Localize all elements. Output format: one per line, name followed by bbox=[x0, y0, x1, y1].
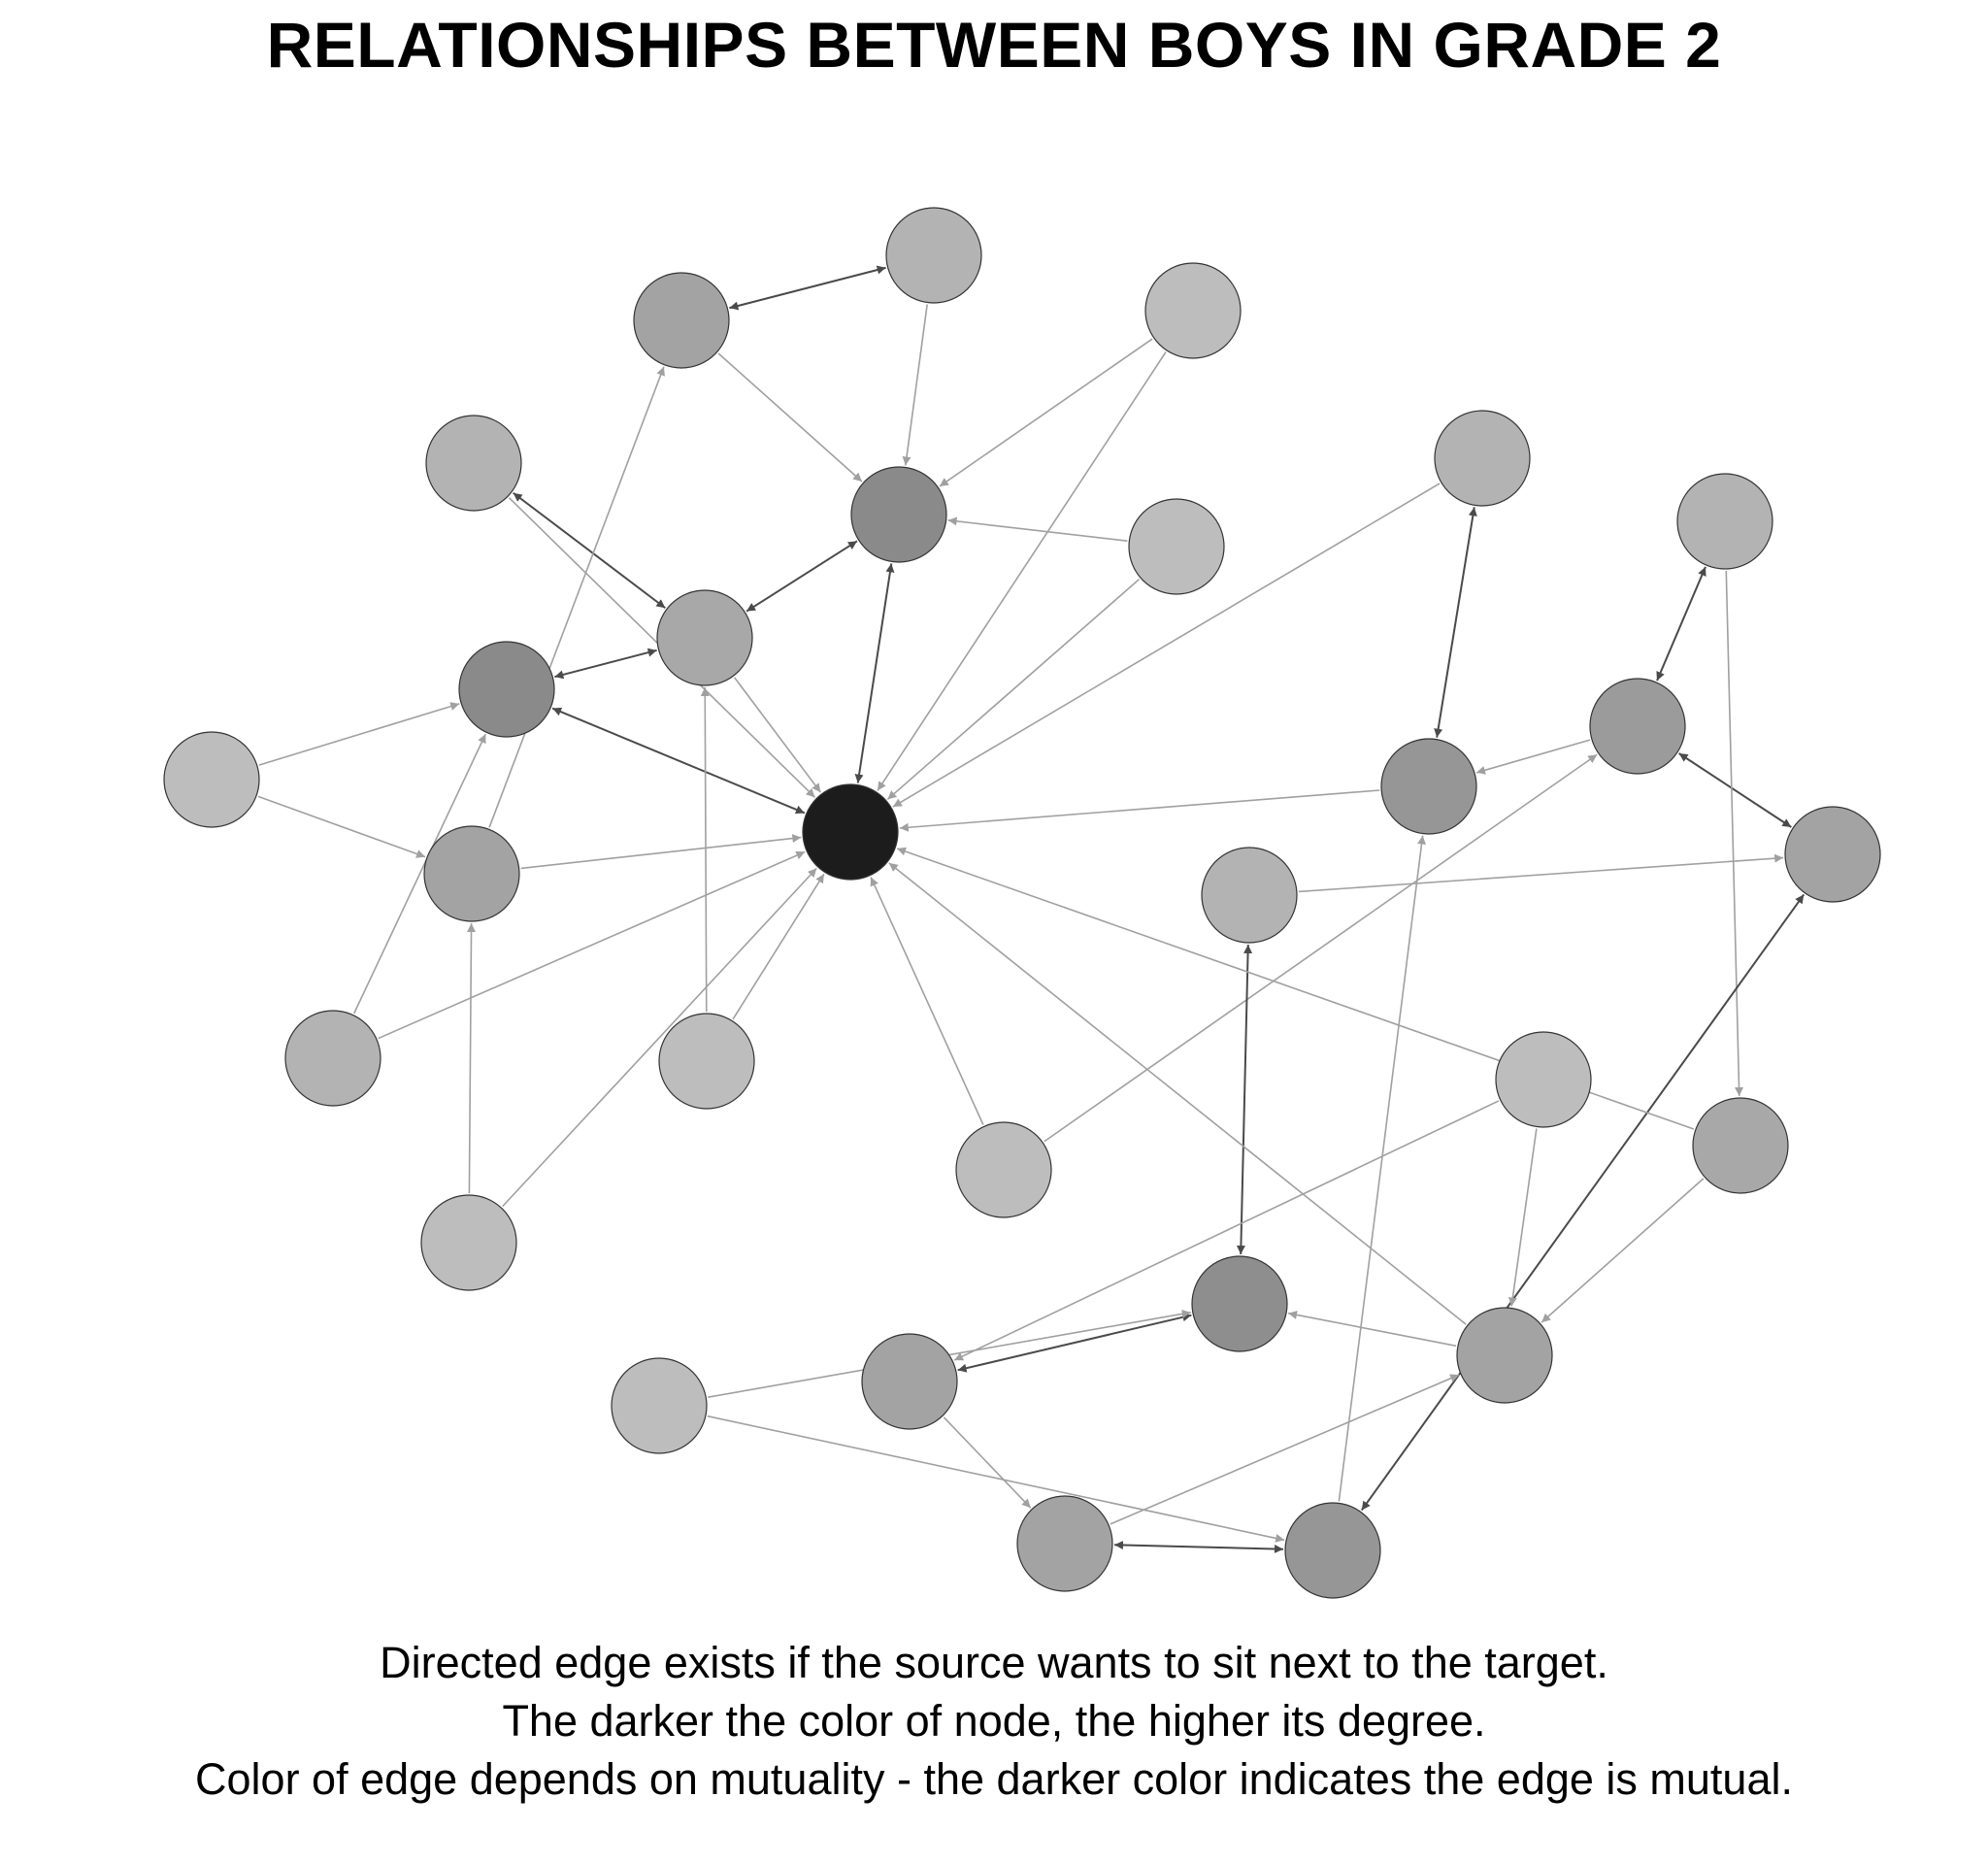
graph-node-n27 bbox=[611, 1357, 708, 1454]
directed-edge-n25-n24 bbox=[1287, 1311, 1457, 1348]
graph-node-n16 bbox=[1434, 410, 1531, 507]
graph-node-n21 bbox=[1201, 847, 1298, 944]
mutual-edge-n21-n24 bbox=[1236, 944, 1253, 1255]
mutual-edge-n24-n26 bbox=[957, 1313, 1192, 1373]
directed-edge-n18-n23 bbox=[1725, 570, 1744, 1097]
directed-edge-n29-n17 bbox=[1338, 835, 1426, 1502]
graph-node-n20 bbox=[1784, 806, 1881, 903]
directed-edge-n6-n5 bbox=[947, 516, 1128, 542]
directed-edge-n25-n10 bbox=[888, 862, 1467, 1325]
graph-node-n11 bbox=[423, 825, 520, 922]
directed-edge-n11-n10 bbox=[520, 834, 802, 870]
mutual-edge-n20-n29 bbox=[1360, 893, 1806, 1512]
mutual-edge-n8-n10 bbox=[551, 707, 806, 815]
caption-line-3: Color of edge depends on mutuality - the… bbox=[195, 1754, 1793, 1804]
directed-edge-n9-n8 bbox=[258, 702, 460, 766]
directed-edge-n26-n28 bbox=[943, 1416, 1032, 1509]
mutual-edge-n10-n5 bbox=[854, 563, 895, 783]
directed-edge-n13-n7 bbox=[700, 686, 710, 1013]
graph-node-n3 bbox=[1144, 262, 1242, 359]
graph-node-n7 bbox=[656, 589, 753, 686]
mutual-edge-n7-n8 bbox=[554, 648, 657, 680]
graph-node-n23 bbox=[1692, 1097, 1789, 1194]
directed-edge-n27-n29 bbox=[707, 1415, 1285, 1543]
directed-edge-n14-n10 bbox=[502, 867, 817, 1208]
edges-layer bbox=[257, 265, 1806, 1553]
directed-edge-n1-n5 bbox=[902, 304, 928, 466]
directed-edge-n7-n10 bbox=[733, 677, 822, 793]
graph-node-n6 bbox=[1128, 498, 1225, 595]
graph-node-n8 bbox=[458, 641, 555, 738]
graph-node-n17 bbox=[1380, 738, 1477, 835]
graph-node-n4 bbox=[425, 415, 522, 512]
directed-edge-n3-n5 bbox=[939, 338, 1153, 487]
directed-edge-n6-n10 bbox=[886, 578, 1141, 801]
graph-node-n28 bbox=[1016, 1495, 1113, 1592]
page-title: RELATIONSHIPS BETWEEN BOYS IN GRADE 2 bbox=[266, 9, 1722, 81]
graph-node-n12 bbox=[284, 1010, 381, 1107]
directed-edge-n9-n11 bbox=[257, 795, 426, 858]
directed-edge-n28-n25 bbox=[1110, 1374, 1460, 1525]
directed-edge-n23-n25 bbox=[1541, 1178, 1705, 1323]
graph-node-n15 bbox=[955, 1121, 1052, 1218]
graph-node-n14 bbox=[420, 1194, 517, 1291]
graph-node-n29 bbox=[1284, 1502, 1381, 1599]
graph-node-n18 bbox=[1676, 473, 1773, 570]
mutual-edge-n19-n20 bbox=[1678, 752, 1792, 828]
directed-edge-n19-n17 bbox=[1475, 739, 1591, 775]
graph-node-n1 bbox=[885, 207, 982, 304]
directed-edge-n15-n10 bbox=[870, 877, 984, 1125]
graph-node-n10 bbox=[802, 783, 899, 881]
directed-edge-n22-n25 bbox=[1508, 1128, 1538, 1307]
directed-edge-n17-n10 bbox=[899, 789, 1380, 832]
graph-node-n2 bbox=[633, 272, 730, 369]
graph-node-n25 bbox=[1456, 1307, 1553, 1404]
caption: Directed edge exists if the source wants… bbox=[0, 1634, 1988, 1809]
caption-line-1: Directed edge exists if the source wants… bbox=[380, 1638, 1608, 1687]
directed-edge-n12-n8 bbox=[353, 733, 486, 1015]
graph-node-n26 bbox=[861, 1333, 958, 1430]
directed-edge-n2-n5 bbox=[717, 352, 863, 483]
caption-line-2: The darker the color of node, the higher… bbox=[502, 1696, 1486, 1746]
graph-node-n13 bbox=[658, 1013, 755, 1110]
directed-edge-n12-n10 bbox=[378, 850, 806, 1040]
directed-edge-n14-n11 bbox=[467, 922, 477, 1194]
graph-node-n22 bbox=[1495, 1031, 1592, 1128]
graph-node-n9 bbox=[163, 731, 260, 828]
graph-node-n5 bbox=[850, 466, 947, 563]
mutual-edge-n16-n17 bbox=[1434, 507, 1477, 738]
mutual-edge-n29-n28 bbox=[1113, 1541, 1284, 1553]
mutual-edge-n19-n18 bbox=[1656, 566, 1706, 682]
mutual-edge-n4-n7 bbox=[513, 491, 666, 610]
nodes-layer bbox=[163, 207, 1881, 1599]
directed-edge-n11-n2 bbox=[488, 366, 665, 828]
graph-node-n24 bbox=[1191, 1255, 1288, 1352]
directed-edge-n3-n10 bbox=[877, 351, 1167, 791]
graph-node-n19 bbox=[1589, 678, 1686, 775]
directed-edge-n15-n19 bbox=[1044, 753, 1598, 1143]
directed-edge-n21-n20 bbox=[1298, 853, 1784, 893]
mutual-edge-n1-n2 bbox=[729, 265, 886, 311]
directed-edge-n16-n10 bbox=[892, 483, 1441, 808]
directed-edge-n13-n10 bbox=[732, 873, 825, 1020]
mutual-edge-n7-n5 bbox=[746, 540, 858, 613]
